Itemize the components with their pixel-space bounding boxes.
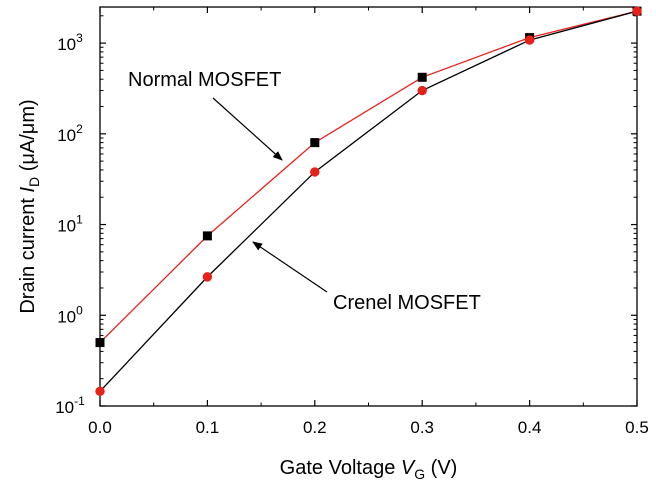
annotation-arrow-crenel — [252, 241, 328, 293]
series-line-crenel — [99, 10, 638, 392]
y-tick-label: 103 — [57, 31, 83, 54]
data-point-square — [310, 138, 320, 148]
series-line-normal — [99, 10, 638, 344]
plot-frame — [99, 6, 638, 407]
data-point-circle — [310, 167, 320, 177]
data-point-circle — [417, 85, 427, 96]
x-tick-label: 0.0 — [88, 418, 112, 437]
data-point-circle — [95, 386, 105, 397]
annotation-normal-mosfet: Normal MOSFET — [128, 69, 281, 91]
data-point-circle — [202, 272, 213, 282]
annotation-arrow-normal — [212, 97, 283, 161]
y-tick-label: 101 — [57, 213, 83, 236]
y-tick-label: 10-1 — [55, 394, 85, 417]
data-point-circle — [524, 35, 535, 45]
data-point-square — [95, 338, 105, 348]
data-point-circle — [632, 6, 642, 16]
x-tick-label: 0.2 — [303, 418, 327, 437]
data-point-square — [417, 72, 427, 82]
x-tick-label: 0.5 — [625, 418, 649, 437]
x-axis-title: Gate Voltage VG (V) — [280, 457, 458, 482]
annotation-crenel-mosfet: Crenel MOSFET — [333, 292, 481, 314]
y-tick-label: 102 — [57, 122, 83, 145]
y-axis-title: Drain current ID (μA/μm) — [17, 99, 42, 313]
x-tick-label: 0.4 — [518, 418, 542, 437]
x-tick-label: 0.1 — [196, 418, 220, 437]
x-tick-label: 0.3 — [410, 418, 434, 437]
data-point-square — [202, 231, 212, 241]
y-tick-label: 100 — [57, 303, 83, 326]
